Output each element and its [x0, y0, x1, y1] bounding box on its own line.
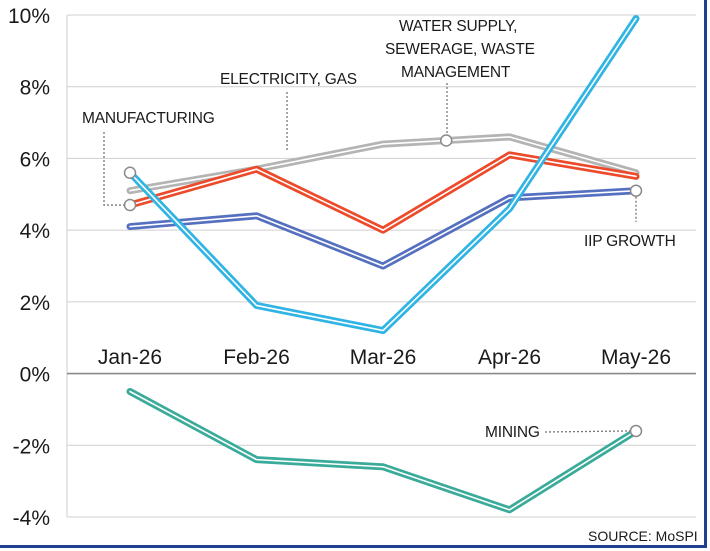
x-category-label: Feb-26 — [223, 346, 290, 369]
series-line-core-manufacturing — [129, 17, 637, 332]
x-axis-categories: Jan-26 Feb-26 Mar-26 Apr-26 May-26 — [98, 346, 671, 369]
series-line-core-mining — [129, 390, 637, 511]
series-line-mining — [126, 388, 640, 514]
y-tick-label: 0% — [20, 364, 50, 387]
x-category-label: Mar-26 — [350, 346, 417, 369]
annotation-water-line3: MANAGEMENT — [401, 64, 511, 81]
annotation-manufacturing: MANUFACTURING — [82, 110, 215, 127]
annotation-water-line1: WATER SUPPLY, — [399, 18, 517, 35]
y-tick-label: 8% — [20, 77, 50, 100]
leader-manufacturing — [103, 132, 124, 206]
y-tick-label: 4% — [20, 220, 50, 243]
y-tick-label: 2% — [20, 292, 50, 315]
marker-iip-may — [629, 184, 643, 197]
marker-electricity-jan — [123, 198, 137, 212]
series-line-core-iip-growth — [129, 189, 637, 267]
leader-mining — [544, 430, 631, 433]
annotation-iip-growth: IIP GROWTH — [584, 233, 676, 250]
y-tick-label: -4% — [13, 507, 50, 530]
y-tick-label: 6% — [20, 148, 50, 171]
marker-manufacturing-jan — [123, 166, 137, 180]
annotation-electricity-gas: ELECTRICITY, GAS — [220, 71, 357, 88]
series-line-core-electricity-gas — [129, 154, 637, 231]
annotation-mining: MINING — [485, 424, 540, 441]
x-category-label: Jan-26 — [98, 346, 162, 369]
annotation-water-line2: SEWERAGE, WASTE — [385, 41, 535, 58]
y-axis-ticks: 10% 8% 6% 4% 2% 0% -2% -4% — [8, 5, 50, 530]
x-category-label: May-26 — [601, 346, 671, 369]
marker-water-supply — [440, 134, 453, 147]
leader-water-supply — [446, 83, 453, 141]
marker-mining-may — [629, 424, 643, 438]
y-tick-label: -2% — [13, 435, 50, 458]
y-tick-label: 10% — [8, 5, 50, 28]
series-lines — [126, 15, 640, 514]
callout-markers — [123, 134, 643, 438]
x-category-label: Apr-26 — [478, 346, 541, 369]
source-note: SOURCE: MoSPI — [588, 528, 698, 544]
